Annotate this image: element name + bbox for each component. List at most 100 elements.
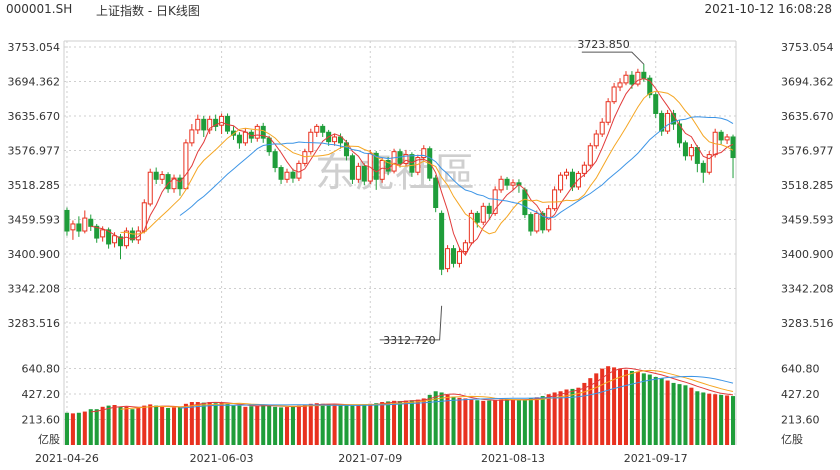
candle-body [474,212,480,223]
candle-body [676,123,683,144]
volume-bar [618,368,623,445]
candle-body [581,164,587,174]
volume-tick-label-left: 213.60 [22,414,61,427]
volume-bar [713,394,718,445]
volume-bar [522,399,527,445]
volume-bar [284,407,290,445]
price-tick-label-left: 3459.593 [8,213,61,226]
volume-bar [237,405,242,445]
volume-bar [136,407,141,445]
candle-body [70,223,76,231]
candle-body [207,118,213,131]
volume-bar [76,412,81,445]
volume-bar [380,402,385,445]
candle-body [659,112,665,132]
volume-bar [231,405,236,445]
candle-body [641,71,647,79]
volume-bar [475,400,480,445]
candle-body [76,223,82,232]
candle-body [349,155,355,180]
price-tick-label-left: 3518.285 [8,179,61,192]
volume-bar [600,368,605,445]
volume-bar [368,403,373,445]
date-tick-label: 2021-04-26 [35,452,99,465]
volume-bar [201,402,206,445]
volume-bar [302,405,307,445]
candle-body [82,217,88,232]
candle-body [201,118,207,131]
candle-body [332,136,338,143]
candle-body [468,212,474,244]
volume-bar [505,399,510,445]
candle-body [421,148,427,159]
volume-bar [94,409,99,445]
volume-bar [564,389,569,445]
volume-bar [493,400,498,445]
date-tick-label: 2021-09-17 [624,452,688,465]
volume-bar [171,407,177,445]
volume-bar [689,387,694,445]
volume-bar [433,391,438,445]
date-tick-label: 2021-07-09 [338,452,402,465]
volume-bar [499,399,504,445]
volume-bar [320,403,325,445]
volume-bar [267,405,272,445]
candle-body [278,167,284,180]
candle-body [355,165,361,180]
candle-body [403,154,409,164]
candle-body [141,202,147,232]
volume-bar [683,385,688,445]
candle-body [284,171,290,180]
volume-bar [261,405,266,445]
volume-bar [243,406,248,445]
date-tick-label: 2021-06-03 [190,452,254,465]
price-tick-label-right: 3635.670 [781,110,834,123]
volume-line-vol-ma10 [120,369,734,410]
candle-body [498,178,504,191]
volume-bar [118,406,123,445]
high-annotation-leader [581,51,645,65]
volume-bar [671,382,676,445]
volume-bar [552,392,557,445]
volume-bar [641,373,646,445]
candle-body [379,159,385,180]
candle-body [129,230,135,241]
volume-tick-label-right: 213.60 [781,414,820,427]
volume-bar [677,384,682,445]
price-line-ma5 [90,77,734,256]
candle-body [563,171,570,176]
price-tick-label-left: 3283.516 [8,317,61,330]
price-tick-label-right: 3283.516 [781,317,834,330]
candle-body [665,112,671,132]
volume-bar [463,398,468,445]
candle-body [314,125,320,133]
volume-bar [130,409,135,445]
candle-body [165,174,171,190]
volume-bar [166,407,171,445]
volume-bar [647,374,652,445]
volume-bar [207,402,212,445]
volume-bar [659,378,664,445]
price-tick-label-left: 3342.208 [8,283,61,296]
volume-bar [154,405,159,445]
chart-title: 上证指数 - 日K线图 [96,4,200,18]
candlesticks [64,64,736,276]
candle-body [213,118,219,127]
candle-body [159,174,165,180]
volume-bar [64,412,69,445]
volume-bar [695,391,700,445]
volume-bar [70,413,75,445]
stock-code: 000001.SH [6,2,73,16]
candle-body [106,229,112,245]
volume-bar [481,400,486,445]
volume-bar [415,399,420,445]
price-tick-label-right: 3694.362 [781,75,834,88]
volume-bar [314,403,319,445]
volume-bar [356,405,361,445]
volume-bar [296,405,301,445]
annotations: 3723.850 3312.720 [379,38,645,347]
volume-bar [124,406,129,445]
volume-bar [177,406,182,445]
